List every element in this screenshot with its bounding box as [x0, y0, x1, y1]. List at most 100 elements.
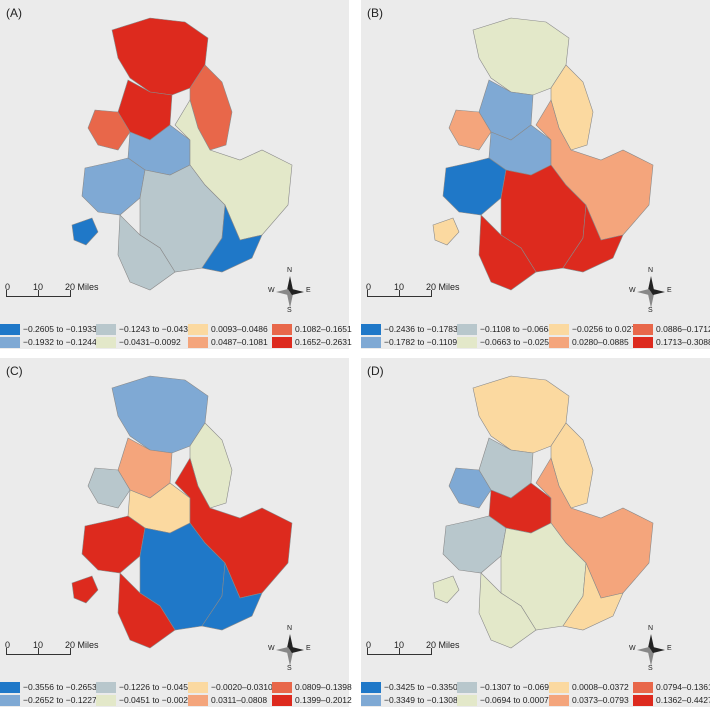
legend-item: 0.0008–0.0372: [549, 681, 629, 693]
legend-label: −0.1307 to −0.0695: [480, 682, 554, 692]
compass-e: E: [667, 645, 672, 652]
legend-swatch: [96, 694, 116, 706]
legend-label: 0.0886–0.1712: [656, 324, 710, 334]
region-southfar: [117, 214, 176, 291]
map-panel-b: (B) 0 10 20 Miles N S W E −0.2436 to −0.1783 −0.1…: [361, 0, 710, 349]
legend-label: −0.3556 to −0.2653: [23, 682, 97, 692]
legend-label: −0.0256 to 0.0279: [572, 324, 641, 334]
scale-label: 20 Miles: [65, 640, 99, 650]
region-west: [448, 109, 492, 151]
region-southeast: [562, 204, 624, 273]
legend-label: 0.0373–0.0793: [572, 695, 629, 705]
legend-item: −0.1226 to −0.0452: [96, 681, 193, 693]
legend-item: 0.0794–0.1361: [633, 681, 710, 693]
scale-tick: [399, 648, 400, 655]
legend-item: 0.1652–0.2631: [272, 336, 352, 348]
legend-swatch: [633, 336, 653, 348]
legend-swatch: [188, 323, 208, 335]
legend-swatch: [633, 323, 653, 335]
region-west: [87, 109, 131, 151]
panel-label: (B): [367, 6, 383, 20]
legend-item: 0.1082–0.1651: [272, 323, 352, 335]
north-arrow-icon: N S W E: [629, 625, 672, 672]
map-panel-d: (D) 0 10 20 Miles N S W E −0.3425 to −0.3350 −0.3…: [361, 358, 710, 707]
legend-item: −0.1108 to −0.0664: [457, 323, 553, 335]
legend-swatch: [549, 694, 569, 706]
legend-item: −0.2436 to −0.1783: [361, 323, 458, 335]
legend-item: −0.3349 to −0.1308: [361, 694, 458, 706]
legend-swatch: [0, 336, 20, 348]
legend-item: 0.0809–0.1398: [272, 681, 352, 693]
compass-e: E: [667, 287, 672, 294]
legend-item: −0.3425 to −0.3350: [361, 681, 458, 693]
legend-label: −0.1782 to −0.1109: [384, 337, 458, 347]
legend-swatch: [549, 323, 569, 335]
legend-swatch: [361, 681, 381, 693]
panel-label: (A): [6, 6, 22, 20]
scale-label: 10: [33, 282, 44, 292]
compass-w: W: [629, 287, 636, 294]
legend-label: 0.0008–0.0372: [572, 682, 629, 692]
legend-item: 0.0886–0.1712: [633, 323, 710, 335]
legend-swatch: [457, 323, 477, 335]
region-west: [448, 467, 492, 509]
legend-item: −0.0020–0.0310: [188, 681, 273, 693]
scale-bar: 0 10 20 Miles: [5, 282, 116, 308]
scale-label: 0: [366, 282, 372, 292]
legend-item: 0.0280–0.0885: [549, 336, 629, 348]
region-southfar: [478, 214, 537, 291]
legend-swatch: [457, 336, 477, 348]
scale-tick: [367, 290, 368, 297]
compass-s: S: [287, 665, 292, 672]
legend-label: 0.0794–0.1361: [656, 682, 710, 692]
scale-tick: [6, 290, 7, 297]
compass-w: W: [268, 287, 275, 294]
legend-label: −0.2605 to −0.1933: [23, 324, 97, 334]
legend-label: −0.2652 to −0.1227: [23, 695, 97, 705]
region-southwest: [81, 157, 146, 216]
scale-label: 0: [5, 640, 11, 650]
legend-swatch: [361, 336, 381, 348]
region-coast: [432, 575, 460, 604]
legend-item: −0.2605 to −0.1933: [0, 323, 97, 335]
legend-swatch: [272, 323, 292, 335]
legend-swatch: [188, 336, 208, 348]
scale-label: 10: [394, 640, 405, 650]
legend-label: −0.1243 to −0.0432: [119, 324, 193, 334]
region-west: [87, 467, 131, 509]
scale-tick: [367, 648, 368, 655]
legend-label: 0.1362–0.4427: [656, 695, 710, 705]
region-map: [432, 375, 654, 649]
legend-label: −0.0663 to −0.0257: [480, 337, 554, 347]
compass-s: S: [648, 307, 653, 314]
legend-label: −0.0451 to −0.0021: [119, 695, 193, 705]
scale-tick: [431, 648, 432, 655]
legend-swatch: [0, 681, 20, 693]
legend-label: −0.0694 to 0.0007: [480, 695, 549, 705]
region-southeast: [201, 204, 263, 273]
legend-swatch: [549, 681, 569, 693]
legend-item: −0.1782 to −0.1109: [361, 336, 457, 348]
legend-item: −0.0451 to −0.0021: [96, 694, 193, 706]
compass-s: S: [287, 307, 292, 314]
scale-label: 0: [366, 640, 372, 650]
legend-swatch: [457, 681, 477, 693]
legend-label: −0.0431–0.0092: [119, 337, 181, 347]
scale-label: 20 Miles: [426, 282, 460, 292]
legend-item: 0.1713–0.3088: [633, 336, 710, 348]
legend-label: −0.0020–0.0310: [211, 682, 273, 692]
legend-label: −0.1108 to −0.0664: [480, 324, 554, 334]
legend-label: 0.0311–0.0808: [211, 695, 268, 705]
legend-swatch: [549, 336, 569, 348]
legend-swatch: [96, 323, 116, 335]
compass-w: W: [629, 645, 636, 652]
legend-item: −0.0694 to 0.0007: [457, 694, 549, 706]
legend-item: 0.0487–0.1081: [188, 336, 268, 348]
north-arrow-icon: N S W E: [268, 267, 311, 314]
region-southfar: [478, 572, 537, 649]
region-coast: [71, 575, 99, 604]
scale-label: 10: [33, 640, 44, 650]
scale-label: 0: [5, 282, 11, 292]
legend: −0.2605 to −0.1933 −0.1932 to −0.1244 −0.1…: [0, 323, 352, 349]
legend-label: 0.0487–0.1081: [211, 337, 268, 347]
